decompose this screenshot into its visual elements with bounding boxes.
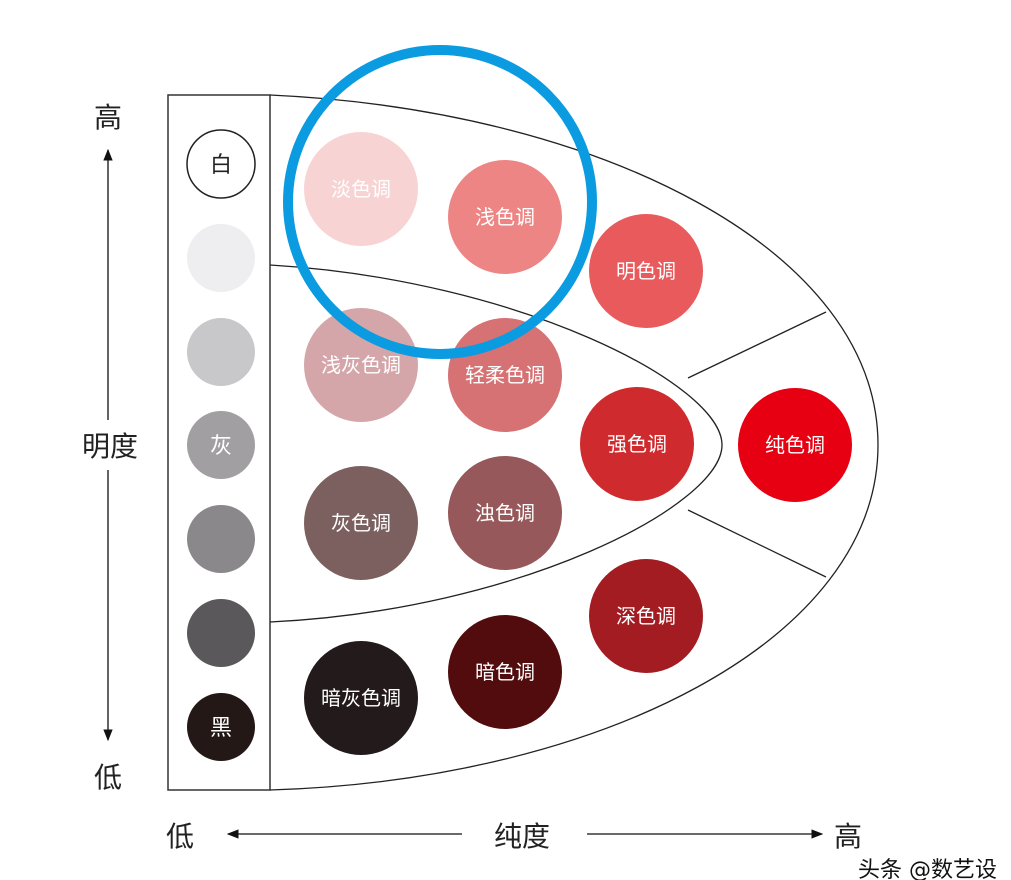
tone-label: 暗色调 [475, 660, 535, 684]
tone-circle [304, 466, 418, 580]
tone-label: 淡色调 [331, 177, 391, 201]
tone-label: 浊色调 [475, 501, 535, 525]
outer-boundary [269, 94, 879, 791]
tone-label: 强色调 [607, 432, 667, 456]
tone-label: 浅色调 [475, 205, 535, 229]
saturation-low-label: 低 [166, 820, 194, 853]
gray-swatch [187, 599, 255, 667]
divider-lower [687, 509, 827, 578]
divider-upper [687, 311, 827, 379]
tone-label: 灰色调 [331, 511, 391, 535]
lightness-high-label: 高 [94, 101, 122, 134]
gray-swatch-label: 白 [210, 153, 232, 178]
tone-circle [580, 387, 694, 501]
lightness-low-label: 低 [94, 761, 122, 794]
gray-swatch-label: 黑 [210, 716, 232, 741]
tone-circle [448, 456, 562, 570]
watermark: 头条 @数艺设 [858, 858, 997, 880]
tone-circle [448, 615, 562, 729]
tone-label: 轻柔色调 [465, 363, 545, 387]
lightness-label: 明度 [82, 430, 138, 463]
gray-swatch [186, 129, 256, 199]
gray-swatch [187, 693, 255, 761]
tone-label: 明色调 [616, 259, 676, 283]
tone-label: 深色调 [616, 604, 676, 628]
gray-swatch-label: 灰 [210, 434, 232, 459]
gray-swatch [187, 505, 255, 573]
tone-circle [448, 160, 562, 274]
tone-circle [738, 388, 852, 502]
highlight-circle [283, 45, 597, 359]
gray-scale-column [167, 94, 271, 791]
tone-label: 纯色调 [765, 433, 825, 457]
gray-swatch [187, 411, 255, 479]
tone-circle [304, 308, 418, 422]
saturation-label: 纯度 [494, 820, 550, 853]
tone-label: 浅灰色调 [321, 353, 401, 377]
inner-boundary [269, 264, 723, 623]
tone-circle [589, 559, 703, 673]
gray-swatch [187, 318, 255, 386]
tone-label: 暗灰色调 [321, 686, 401, 710]
tone-circle [304, 641, 418, 755]
gray-swatch [187, 224, 255, 292]
tone-circle [304, 132, 418, 246]
tone-circle [589, 214, 703, 328]
saturation-high-label: 高 [834, 820, 862, 853]
